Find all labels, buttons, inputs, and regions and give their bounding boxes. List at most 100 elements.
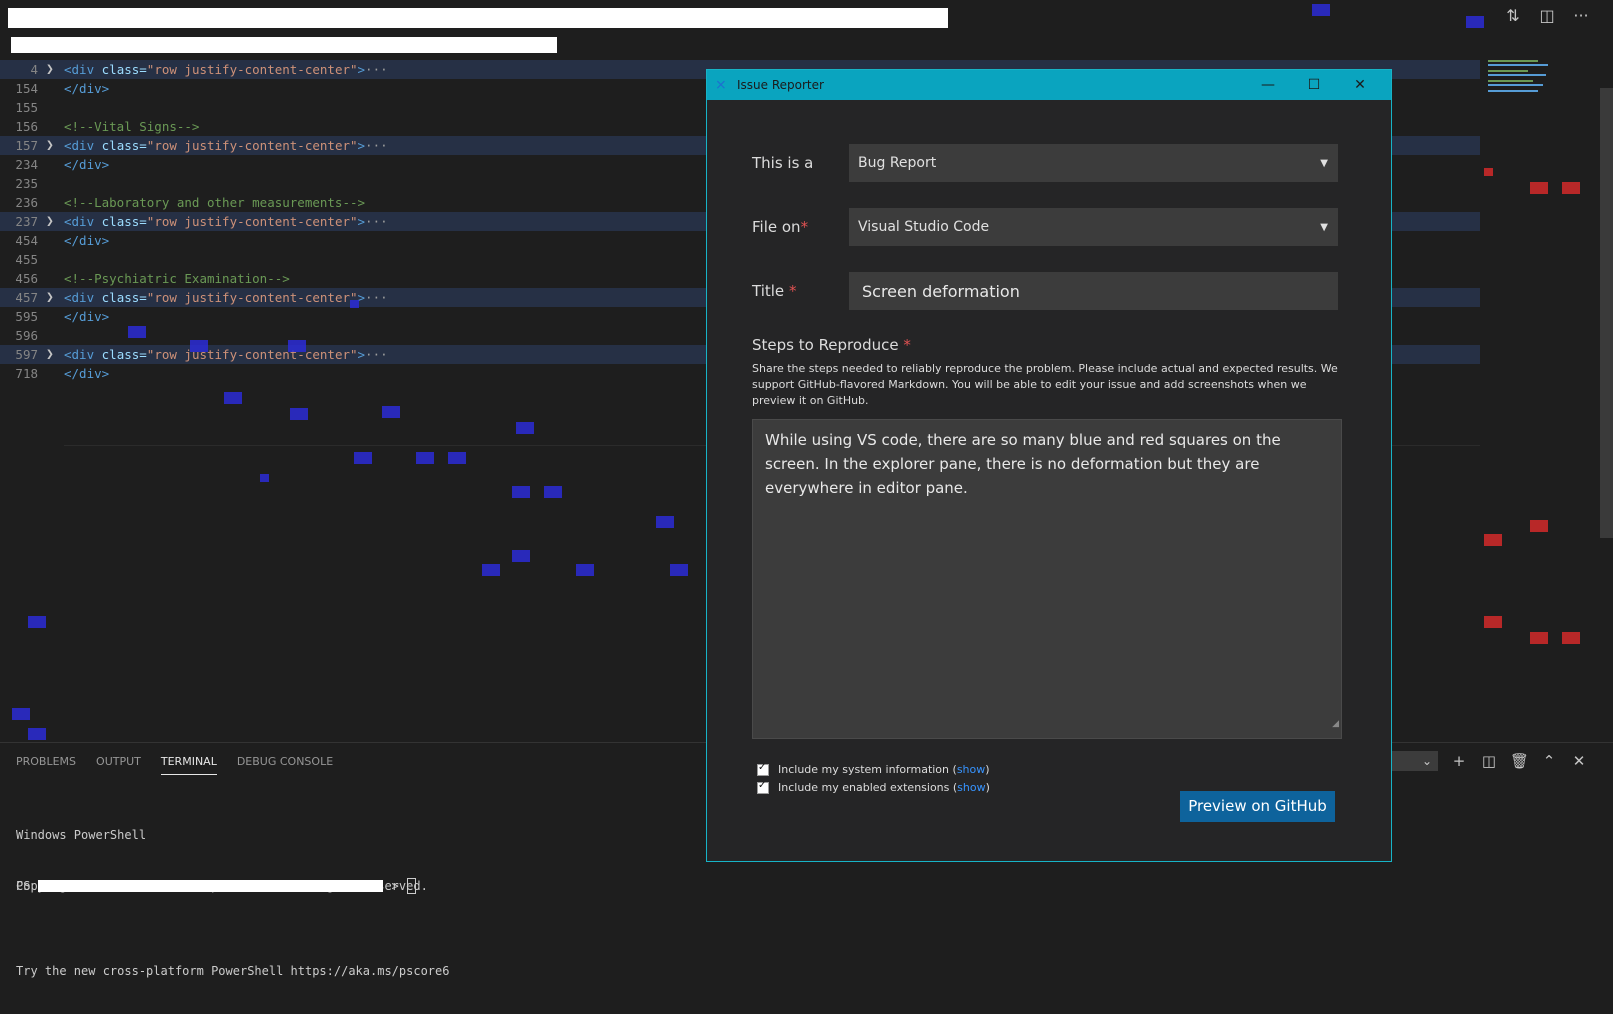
code-token: <!--Vital Signs--> [64,119,200,134]
file-on-value: Visual Studio Code [858,219,990,235]
glitch-square [224,392,242,404]
compare-changes-icon[interactable]: ⇅ [1506,6,1520,25]
glitch-square [260,474,269,482]
title-label: Title * [752,282,849,300]
terminal-output[interactable]: Windows PowerShell Copyright (C) Microso… [16,793,449,1014]
dialog-titlebar[interactable]: ⨯ Issue Reporter — ☐ ✕ [707,70,1391,100]
code-token: ··· [365,138,388,153]
code-text: </div> [64,155,109,174]
extensions-row: Include my enabled extensions ( show ) [757,780,990,794]
minimap[interactable] [1484,58,1600,94]
preview-on-github-button[interactable]: Preview on GitHub [1180,791,1335,822]
close-panel-icon[interactable]: ✕ [1572,752,1586,770]
code-token: <div [64,62,95,77]
tab-output[interactable]: OUTPUT [96,755,141,768]
title-input[interactable]: Screen deformation [849,272,1338,310]
chevron-right-icon[interactable]: ❯ [46,138,54,153]
dialog-title: Issue Reporter [737,78,824,92]
add-terminal-icon[interactable]: + [1452,752,1466,770]
code-token: class= [101,347,147,362]
glitch-square [416,452,434,464]
required-mark: * [788,282,797,300]
glitch-square [290,408,308,420]
caret-down-icon: ▼ [1320,221,1328,233]
extensions-checkbox[interactable] [757,780,769,794]
close-button[interactable]: ✕ [1354,77,1366,93]
trash-icon[interactable]: 🗑 [1510,752,1530,770]
split-editor-icon[interactable]: ◫ [1539,6,1555,25]
line-number: 154 [15,81,38,96]
line-number: 4 [30,62,38,77]
system-info-row: Include my system information ( show ) [757,762,990,776]
editor-scrollbar[interactable] [1600,88,1613,538]
line-number: 237 [15,214,38,229]
code-text: <div class="row justify-content-center">… [64,288,388,307]
chevron-right-icon[interactable]: ❯ [46,347,54,362]
prompt-prefix: PS [16,879,31,893]
chevron-right-icon[interactable]: ❯ [46,214,54,229]
extensions-label: Include my enabled extensions ( [778,781,958,794]
glitch-square [656,516,674,528]
code-text: <div class="row justify-content-center">… [64,345,388,364]
system-info-checkbox[interactable] [757,762,769,776]
glitch-square [12,708,30,720]
code-text: </div> [64,231,109,250]
caret-down-icon: ▼ [1320,157,1328,169]
code-text: <!--Vital Signs--> [64,117,199,136]
line-number: 457 [15,290,38,305]
glitch-square [482,564,500,576]
code-token: "row justify-content-center" [146,214,358,229]
glitch-square [1530,182,1548,194]
steps-description: Share the steps needed to reliably repro… [752,362,1338,407]
code-token: > [357,138,366,153]
glitch-square [1312,4,1330,16]
glitch-square [350,300,359,308]
code-token: ··· [365,347,388,362]
code-token: "row justify-content-center" [146,138,358,153]
maximize-panel-icon[interactable]: ⌃ [1542,752,1556,770]
glitch-square [28,728,46,740]
terminal-line: Try the new cross-platform PowerShell ht… [16,964,450,978]
chevron-right-icon[interactable]: ❯ [46,62,54,77]
line-number: 454 [15,233,38,248]
line-number: 596 [15,328,38,343]
file-on-select[interactable]: Visual Studio Code ▼ [849,208,1338,246]
more-actions-icon[interactable]: ··· [1573,6,1589,25]
glitch-square [544,486,562,498]
code-token: </div> [64,157,110,172]
issue-type-select[interactable]: Bug Report ▼ [849,144,1338,182]
chevron-right-icon[interactable]: ❯ [46,290,54,305]
tab-debug-console[interactable]: DEBUG CONSOLE [236,755,334,768]
file-on-label: File on* [752,218,849,236]
editor-actions: ⇅ ◫ ··· [1503,6,1591,25]
glitch-square [190,340,208,352]
line-number: 235 [15,176,38,191]
code-text: <!--Laboratory and other measurements--> [64,193,365,212]
terminal-cursor [406,878,416,894]
maximize-button[interactable]: ☐ [1307,77,1321,93]
terminal-prompt[interactable]: PS > [16,878,416,894]
tab-terminal[interactable]: TERMINAL [160,755,217,775]
glitch-square [1484,534,1502,546]
resize-handle-icon[interactable]: ◢ [1332,719,1339,729]
minimize-button[interactable]: — [1261,77,1275,93]
code-text: <div class="row justify-content-center">… [64,136,388,155]
system-info-show-link[interactable]: show [956,763,986,776]
glitch-square [1484,616,1502,628]
steps-textarea[interactable]: While using VS code, there are so many b… [752,419,1342,739]
code-text: <!--Psychiatric Examination--> [64,269,290,288]
glitch-square [288,340,306,352]
code-token: > [357,62,366,77]
code-token: <div [64,290,95,305]
code-token: <div [64,347,95,362]
file-on-row: File on* Visual Studio Code ▼ [752,208,1338,246]
terminal-select[interactable]: ⌄ [1390,751,1438,771]
title-area: ⇅ ◫ ··· [0,0,1613,56]
code-text: <div class="row justify-content-center">… [64,60,388,79]
line-number: 718 [15,366,38,381]
tab-problems[interactable]: PROBLEMS [16,755,77,768]
line-number: 236 [15,195,38,210]
title-label-text: Title [752,282,785,300]
extensions-show-link[interactable]: show [957,781,986,794]
split-terminal-icon[interactable]: ◫ [1481,752,1497,770]
